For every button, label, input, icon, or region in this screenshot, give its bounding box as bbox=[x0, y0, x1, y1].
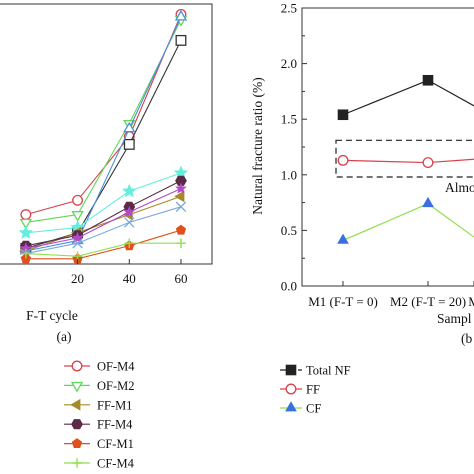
panel-b-y-tick-label: 1.0 bbox=[281, 167, 297, 182]
panel-a-data-point bbox=[122, 183, 137, 198]
panel-b-label: (b bbox=[461, 331, 472, 346]
panel-b-y-tick-label: 1.5 bbox=[281, 112, 297, 127]
panel-a-legend-marker bbox=[70, 398, 81, 411]
panel-a-x-tick-label: 40 bbox=[123, 271, 136, 286]
panel-b-series-line bbox=[342, 158, 474, 164]
panel-a-data-point bbox=[19, 218, 33, 230]
panel-a-data-point bbox=[124, 238, 135, 248]
panel-a-data-point bbox=[20, 209, 32, 221]
panel-a-series-line bbox=[25, 188, 182, 249]
panel-a-data-point bbox=[175, 182, 187, 194]
panel-a-series-line bbox=[25, 40, 182, 249]
panel-b-y-tick-label: 0.5 bbox=[281, 223, 297, 238]
panel-a-data-point bbox=[71, 211, 84, 222]
panel-b-legend-marker bbox=[285, 401, 297, 412]
panel-a-data-point bbox=[71, 231, 84, 243]
panel-a-series-line bbox=[25, 195, 182, 252]
panel-b-x-tick-label: M2 (F-T = 20) bbox=[390, 294, 466, 309]
panel-b-data-point bbox=[337, 233, 349, 244]
panel-a-data-point bbox=[176, 238, 186, 248]
panel-a-x-tick-label: 20 bbox=[71, 271, 84, 286]
panel-b-legend-label: FF bbox=[306, 383, 320, 397]
panel-b-annotation-box bbox=[335, 139, 474, 178]
panel-a-data-point bbox=[124, 217, 135, 228]
panel-a-data-point bbox=[175, 201, 187, 213]
panel-a: 20 40 60 F-T cycle (a) OF-M4 OF-M2 FF-M1 FF-M… bbox=[0, 3, 213, 471]
panel-a-legend-marker bbox=[71, 360, 83, 372]
panel-a-data-point bbox=[174, 9, 188, 21]
panel-b-legend-marker bbox=[285, 383, 297, 395]
panel-b-legend-label: Total NF bbox=[306, 364, 351, 378]
panel-a-legend-label: CF-M1 bbox=[97, 437, 134, 451]
panel-b: 0.0 0.5 1.0 1.5 2.0 2.5 M1 (F-T = 0) M2 (F-T = … bbox=[250, 1, 474, 416]
panel-b-legend-label: CF bbox=[306, 402, 321, 416]
panel-a-plot-frame bbox=[0, 3, 213, 265]
panel-b-data-point bbox=[337, 154, 349, 166]
panel-b-plot-frame bbox=[301, 7, 474, 287]
panel-b-annotation: Almo bbox=[445, 180, 474, 195]
panel-a-legend-marker bbox=[70, 381, 84, 393]
panel-a-legend-label: FF-M4 bbox=[97, 418, 133, 432]
panel-a-data-point bbox=[123, 138, 135, 150]
panel-a-label: (a) bbox=[57, 329, 72, 344]
panel-a-data-point bbox=[72, 237, 83, 249]
panel-a-legend-marker bbox=[71, 438, 83, 448]
panel-b-x-tick-label: M bbox=[468, 294, 474, 309]
panel-b-series-line bbox=[342, 79, 474, 116]
panel-b-y-axis-label: Natural fracture ratio (%) bbox=[250, 77, 265, 215]
panel-a-series-line bbox=[25, 206, 182, 255]
panel-a-data-point bbox=[123, 121, 136, 133]
panel-a-series-line bbox=[25, 172, 182, 234]
panel-a-legend-label: CF-M4 bbox=[97, 457, 135, 471]
panel-a-data-point bbox=[174, 190, 185, 203]
panel-b-y-tick-label: 0.0 bbox=[281, 279, 297, 294]
panel-a-legend-label: OF-M2 bbox=[97, 379, 135, 393]
panel-b-y-tick-label: 2.0 bbox=[281, 56, 297, 71]
panel-b-legend-marker bbox=[285, 364, 297, 376]
panel-b-series-line bbox=[342, 203, 474, 241]
panel-a-legend-label: FF-M1 bbox=[97, 398, 132, 412]
panel-b-x-tick-label: M1 (F-T = 0) bbox=[308, 294, 378, 309]
panel-a-series-line bbox=[25, 229, 182, 260]
panel-a-data-point bbox=[18, 225, 34, 239]
panel-a-x-tick-label: 60 bbox=[174, 271, 187, 286]
panel-a-data-point bbox=[123, 205, 136, 217]
panel-a-legend-marker bbox=[71, 419, 83, 430]
panel-a-data-point bbox=[72, 194, 84, 206]
panel-a-data-point bbox=[175, 175, 187, 186]
panel-a-series-line bbox=[25, 242, 181, 257]
panel-b-data-point bbox=[422, 74, 434, 86]
panel-a-data-point bbox=[21, 248, 31, 259]
panel-b-y-tick-label: 2.5 bbox=[281, 1, 297, 16]
panel-a-data-point bbox=[175, 224, 187, 235]
panel-a-legend-marker bbox=[72, 458, 82, 468]
panel-b-data-point bbox=[337, 109, 349, 121]
panel-a-series-line bbox=[25, 180, 182, 247]
panel-a-series-line bbox=[25, 16, 182, 252]
panel-a-x-axis-label: F-T cycle bbox=[26, 308, 78, 323]
panel-a-legend-label: OF-M4 bbox=[97, 360, 135, 374]
panel-b-x-axis-label: Sampl bbox=[437, 311, 472, 326]
panel-b-data-point bbox=[422, 196, 434, 208]
panel-b-data-point bbox=[422, 157, 434, 169]
panel-a-data-point bbox=[175, 34, 187, 46]
